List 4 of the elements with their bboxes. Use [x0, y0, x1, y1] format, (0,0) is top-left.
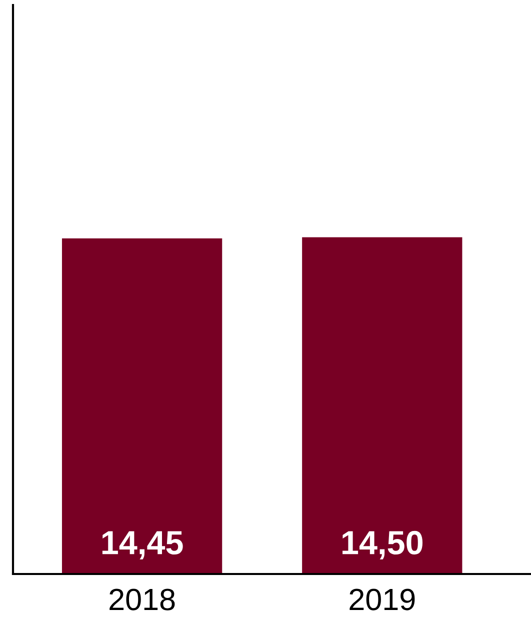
data-label: 14,45 — [102, 531, 183, 560]
data-label: 14,50 — [342, 530, 422, 560]
x-tick-label: 2019 — [350, 588, 415, 610]
x-tick-label: 2018 — [110, 588, 175, 610]
